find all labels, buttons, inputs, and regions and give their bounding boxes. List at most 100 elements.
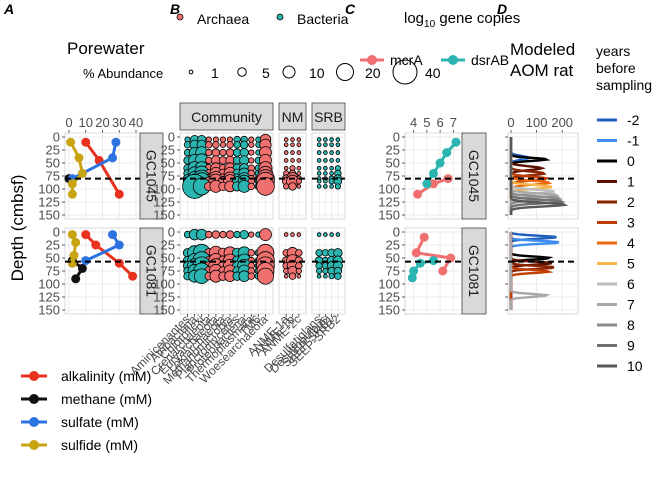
panel-b-bubble xyxy=(295,267,302,275)
panel-b-bubble xyxy=(296,150,302,155)
panel-a-legend-label: sulfide (mM) xyxy=(61,437,138,453)
panel-d-title-line2: AOM rat xyxy=(510,61,574,80)
panel-b-size-legend-label: 1 xyxy=(211,65,219,81)
panel-b-bubble xyxy=(290,150,295,155)
panel-b-bubble xyxy=(283,142,289,148)
panel-a-GC1045-ytick-label: 150 xyxy=(38,208,60,223)
panel-d-profile-line xyxy=(509,137,569,216)
panel-b-bubble xyxy=(295,249,303,257)
panel-b-bubble xyxy=(256,177,275,196)
panel-a-GC1081-strip xyxy=(139,227,164,315)
panel-d-legend-label: -2 xyxy=(627,112,640,128)
panel-letter-b: B xyxy=(170,1,180,17)
panel-a-point-sulfide xyxy=(69,250,79,260)
panel-d-title-line1: Modeled xyxy=(510,40,575,59)
panel-b-bubble xyxy=(328,273,335,280)
panel-b-bubble xyxy=(316,165,322,171)
panel-b-size-legend-key xyxy=(282,65,296,79)
panel-b-domain-legend-label: Bacteria xyxy=(297,11,349,27)
panel-a-GC1081-ytick-label: 50 xyxy=(46,251,60,266)
panel-b-size-legend-label: 5 xyxy=(262,65,270,81)
panel-b-bubble xyxy=(323,142,328,148)
panel-a-point-sulfate xyxy=(111,137,121,147)
panel-b-bubble xyxy=(335,142,341,148)
panel-a-legend-point xyxy=(29,417,39,427)
panel-a-GC1081-strip-label: GC1081 xyxy=(144,245,160,297)
panel-b-ytick-label: 150 xyxy=(153,303,175,318)
panel-b-ytick-label: 50 xyxy=(161,251,175,266)
panel-a-GC1045-ytick-label: 125 xyxy=(38,195,60,210)
panel-a-GC1045-ytick-label: 50 xyxy=(46,156,60,171)
panel-d-legend-label: 10 xyxy=(627,358,643,374)
panel-a-point-sulfide xyxy=(74,153,84,163)
panel-a-xtick-label: 40 xyxy=(129,115,143,130)
panel-c-point-dsrAB xyxy=(409,266,419,276)
legends: Archaea Bacteria% Abundance 1 5 10 20 40alkali… xyxy=(21,11,441,453)
panel-b-ytick-label: 75 xyxy=(161,169,175,184)
panel-c-GC1045-ytick-label: 125 xyxy=(378,195,400,210)
panel-b-bubble xyxy=(316,158,322,163)
panel-b-bubble xyxy=(283,183,290,190)
panel-a-point-sulfate xyxy=(108,153,118,163)
panel-b-bubble xyxy=(316,273,322,279)
panel-d-legend-label: 6 xyxy=(627,276,635,292)
panel-c-GC1081-ytick-label: 150 xyxy=(378,303,400,318)
panel-b-bubble xyxy=(316,178,322,184)
panel-b-bubble xyxy=(239,229,249,240)
panel-a-point-alkalinity xyxy=(91,240,101,250)
panel-b-bubble xyxy=(240,140,249,149)
panel-b-domain-legend-key xyxy=(276,13,284,21)
panel-a-GC1045-ytick-label: 75 xyxy=(46,169,60,184)
panel-b-size-legend-label: 40 xyxy=(425,65,441,81)
panel-b-bubble xyxy=(323,150,328,155)
panel-c-point-dsrAB xyxy=(415,258,425,268)
panel-c-xtick-label: 5 xyxy=(423,115,430,130)
panel-b-bubble xyxy=(329,142,334,148)
panel-b-bubble xyxy=(316,184,322,189)
panel-b-bubble xyxy=(248,231,255,238)
panel-b-bubble xyxy=(323,137,328,142)
panel-b-bubble xyxy=(283,137,289,142)
panel-a-GC1081-ytick-label: 0 xyxy=(53,225,60,240)
panel-a-GC1045-strip-label: GC1045 xyxy=(144,150,160,202)
panel-b-size-legend-key xyxy=(336,63,354,81)
panel-b-bubble xyxy=(296,171,302,176)
panel-a-legend-label: methane (mM) xyxy=(61,391,152,407)
panel-a-xtick-label: 10 xyxy=(79,115,93,130)
depth-axis-label: Depth (cmbsf) xyxy=(8,175,27,282)
panel-b-bubble xyxy=(225,148,235,157)
panel-b-bubble xyxy=(290,158,295,163)
panel-a-point-alkalinity xyxy=(114,189,124,199)
panel-b-bubble xyxy=(219,230,227,239)
panel-b-ytick-label: 50 xyxy=(161,156,175,171)
panel-c-point-dsrAB xyxy=(435,158,445,168)
panel-c-GC1045-ytick-label: 50 xyxy=(386,156,400,171)
panel-a-legend-point xyxy=(29,371,39,381)
panel-b-bubble xyxy=(315,249,323,257)
panel-b-bubble xyxy=(219,141,227,148)
panel-b-bubble xyxy=(288,182,297,191)
panel-d-legend-title: sampling xyxy=(596,77,652,93)
panel-b-bubble xyxy=(219,148,227,157)
panel-b-domain-legend-label: Archaea xyxy=(197,11,249,27)
panel-a-title: Porewater xyxy=(67,39,145,58)
panel-c-xtick-label: 7 xyxy=(450,115,457,130)
panel-b-bubble xyxy=(205,148,213,157)
panel-c-point-dsrAB xyxy=(422,179,432,189)
panel-c-line-mcrA xyxy=(413,236,454,272)
panel-b-bubble xyxy=(212,141,220,149)
panel-c-point-dsrAB xyxy=(429,168,438,178)
panel-a-point-methane xyxy=(77,263,87,273)
panel-b-bubble xyxy=(316,171,322,176)
panel-b-bubble xyxy=(323,273,328,279)
panel-a-GC1081-ytick-label: 75 xyxy=(46,264,60,279)
panel-a-line-alkalinity xyxy=(84,233,134,278)
panel-d-legend-label: 8 xyxy=(627,317,635,333)
panel-a-GC1045-strip xyxy=(139,132,164,220)
panel-b-bubble xyxy=(323,171,328,176)
panel-b-bubble xyxy=(323,232,328,237)
panel-b-bubble xyxy=(283,158,289,163)
panel-b-bubble xyxy=(247,272,255,280)
panel-b-bubble xyxy=(329,150,334,155)
panel-c-legend-point xyxy=(448,55,458,65)
